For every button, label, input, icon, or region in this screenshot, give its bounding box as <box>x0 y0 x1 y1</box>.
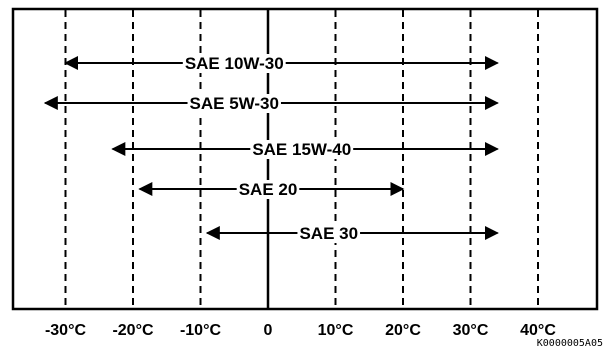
range-label: SAE 15W-40 <box>252 140 351 159</box>
range-label: SAE 10W-30 <box>185 54 284 73</box>
range-label-background <box>182 54 286 73</box>
figure-code: K0000005A05 <box>537 338 603 349</box>
tick-label: -30°C <box>45 322 87 339</box>
range-label: SAE 30 <box>299 224 358 243</box>
tick-label: 30°C <box>453 322 489 339</box>
range-label-background <box>236 180 300 199</box>
tick-label: 20°C <box>385 322 421 339</box>
tick-label: 40°C <box>520 322 556 339</box>
range-label-background <box>250 140 354 159</box>
range-label-background <box>187 94 281 113</box>
range-bar: SAE 10W-30 <box>64 54 499 73</box>
tick-label: -20°C <box>112 322 154 339</box>
range-bar: SAE 20 <box>138 180 405 199</box>
tick-label: 0 <box>264 322 273 339</box>
range-bar: SAE 15W-40 <box>111 140 499 159</box>
range-label: SAE 20 <box>239 180 298 199</box>
tick-label: -10°C <box>180 322 222 339</box>
tick-label: 10°C <box>318 322 354 339</box>
range-bar: SAE 5W-30 <box>43 94 499 113</box>
range-label: SAE 5W-30 <box>190 94 279 113</box>
range-bar: SAE 30 <box>205 224 499 243</box>
range-label-background <box>297 224 361 243</box>
